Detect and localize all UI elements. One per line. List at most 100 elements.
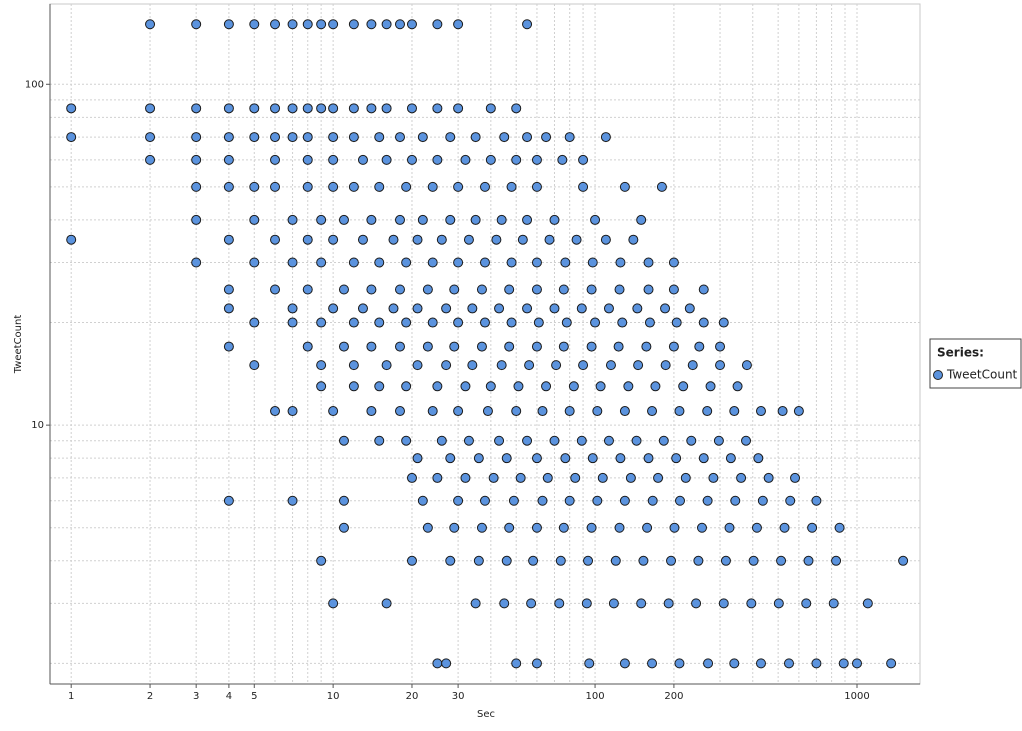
point	[488, 472, 499, 483]
point	[348, 181, 359, 192]
point	[287, 257, 298, 268]
point	[287, 406, 298, 417]
point	[432, 19, 443, 30]
point	[427, 257, 438, 268]
point	[485, 154, 496, 165]
point	[587, 453, 598, 464]
point	[511, 154, 522, 165]
point	[374, 381, 385, 392]
point	[600, 132, 611, 143]
point	[316, 214, 327, 225]
point	[614, 284, 625, 295]
point	[581, 598, 592, 609]
point	[470, 214, 481, 225]
point	[828, 598, 839, 609]
point	[757, 495, 768, 506]
point	[578, 181, 589, 192]
point	[702, 495, 713, 506]
point	[703, 658, 714, 669]
point	[453, 257, 464, 268]
point	[473, 555, 484, 566]
point	[453, 103, 464, 114]
point	[597, 472, 608, 483]
point	[773, 598, 784, 609]
point	[554, 598, 565, 609]
point	[223, 132, 234, 143]
point	[338, 435, 349, 446]
point	[675, 495, 686, 506]
point	[394, 214, 405, 225]
point	[720, 555, 731, 566]
point	[658, 435, 669, 446]
point	[249, 19, 260, 30]
point	[328, 181, 339, 192]
point	[401, 381, 412, 392]
point	[668, 257, 679, 268]
point	[381, 360, 392, 371]
point	[249, 317, 260, 328]
point	[736, 472, 747, 483]
x-tick-label: 2	[147, 691, 153, 702]
point	[270, 19, 281, 30]
point	[357, 303, 368, 314]
point	[223, 303, 234, 314]
point	[619, 181, 630, 192]
point	[374, 317, 385, 328]
point	[702, 406, 713, 417]
point	[445, 555, 456, 566]
point	[328, 234, 339, 245]
point	[436, 234, 447, 245]
point	[476, 522, 487, 533]
point	[801, 598, 812, 609]
point	[191, 257, 202, 268]
point	[479, 257, 490, 268]
point	[427, 406, 438, 417]
point	[549, 214, 560, 225]
point	[476, 284, 487, 295]
point	[898, 555, 909, 566]
point	[366, 341, 377, 352]
legend-box	[929, 338, 1022, 389]
point	[531, 522, 542, 533]
point	[741, 435, 752, 446]
point	[628, 234, 639, 245]
point	[412, 303, 423, 314]
point	[412, 360, 423, 371]
point	[316, 555, 327, 566]
point	[316, 103, 327, 114]
legend-marker	[933, 370, 943, 380]
point	[427, 181, 438, 192]
point	[287, 317, 298, 328]
point	[302, 181, 313, 192]
point	[631, 435, 642, 446]
point	[619, 495, 630, 506]
point	[729, 406, 740, 417]
point	[793, 406, 804, 417]
point	[394, 284, 405, 295]
point	[698, 284, 709, 295]
x-tick-label: 1	[68, 691, 74, 702]
point	[381, 103, 392, 114]
legend-title: Series:	[937, 346, 984, 360]
point	[249, 132, 260, 143]
point	[479, 495, 490, 506]
point	[348, 132, 359, 143]
point	[541, 132, 552, 143]
point	[583, 555, 594, 566]
point	[660, 303, 671, 314]
point	[698, 453, 709, 464]
point	[625, 472, 636, 483]
point	[453, 19, 464, 30]
point	[445, 132, 456, 143]
point	[668, 341, 679, 352]
point	[145, 154, 156, 165]
point	[328, 132, 339, 143]
point	[755, 406, 766, 417]
point	[615, 453, 626, 464]
y-axis-title: TweetCount	[13, 315, 24, 375]
point	[366, 103, 377, 114]
point	[537, 406, 548, 417]
point	[449, 522, 460, 533]
point	[460, 381, 471, 392]
point	[623, 381, 634, 392]
